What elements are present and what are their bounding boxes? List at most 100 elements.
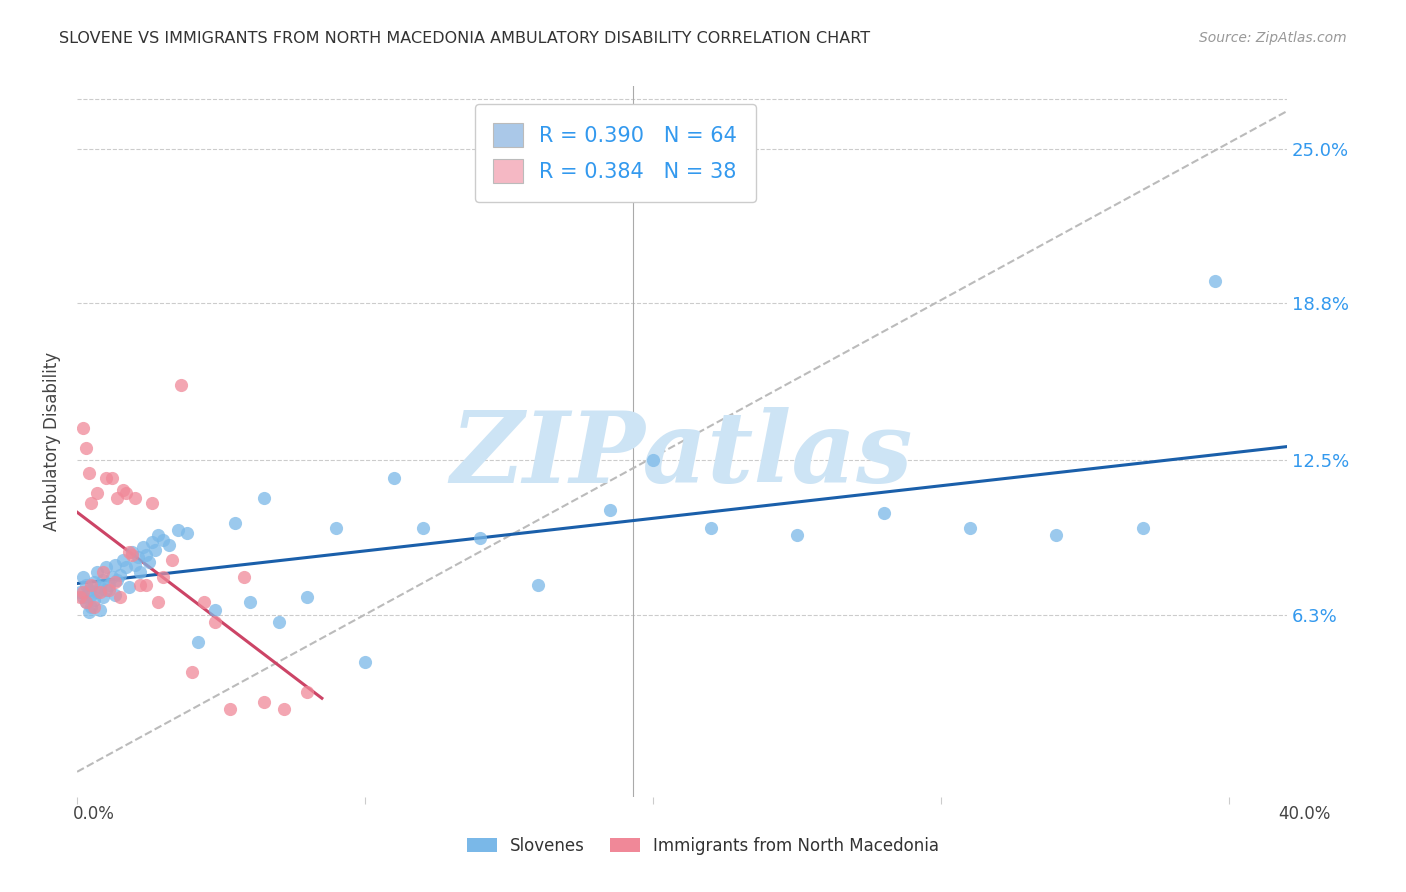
Point bbox=[91, 573, 114, 587]
Point bbox=[157, 538, 180, 552]
Point bbox=[91, 591, 114, 605]
Point bbox=[94, 582, 117, 597]
Point bbox=[115, 485, 138, 500]
Point bbox=[72, 570, 94, 584]
Point bbox=[89, 603, 111, 617]
Point bbox=[83, 575, 105, 590]
Point bbox=[103, 558, 125, 572]
Point bbox=[100, 570, 122, 584]
Point bbox=[75, 595, 97, 609]
Point bbox=[253, 491, 276, 505]
Point bbox=[786, 528, 808, 542]
Point bbox=[141, 535, 163, 549]
Point bbox=[100, 471, 122, 485]
Point bbox=[224, 516, 246, 530]
Point bbox=[1204, 274, 1226, 288]
Point bbox=[121, 548, 143, 562]
Point bbox=[273, 702, 295, 716]
Point bbox=[167, 523, 190, 537]
Point bbox=[204, 603, 226, 617]
Point bbox=[143, 543, 166, 558]
Point bbox=[129, 566, 152, 580]
Point bbox=[146, 528, 169, 542]
Point bbox=[118, 580, 141, 594]
Point bbox=[103, 575, 125, 590]
Point bbox=[97, 578, 120, 592]
Point bbox=[77, 582, 100, 597]
Text: SLOVENE VS IMMIGRANTS FROM NORTH MACEDONIA AMBULATORY DISABILITY CORRELATION CHA: SLOVENE VS IMMIGRANTS FROM NORTH MACEDON… bbox=[59, 31, 870, 46]
Point bbox=[170, 378, 193, 392]
Point bbox=[89, 580, 111, 594]
Y-axis label: Ambulatory Disability: Ambulatory Disability bbox=[44, 352, 60, 531]
Point bbox=[94, 471, 117, 485]
Point bbox=[239, 595, 262, 609]
Point bbox=[135, 578, 157, 592]
Point bbox=[69, 585, 91, 599]
Point bbox=[1132, 520, 1154, 534]
Point bbox=[110, 567, 132, 582]
Point bbox=[470, 531, 492, 545]
Point bbox=[872, 506, 894, 520]
Point bbox=[110, 591, 132, 605]
Point bbox=[83, 592, 105, 607]
Point bbox=[103, 588, 125, 602]
Legend: R = 0.390   N = 64, R = 0.384   N = 38: R = 0.390 N = 64, R = 0.384 N = 38 bbox=[475, 103, 756, 202]
Point bbox=[599, 503, 621, 517]
Point bbox=[354, 655, 377, 669]
Point bbox=[132, 541, 155, 555]
Point bbox=[118, 545, 141, 559]
Point bbox=[527, 578, 550, 592]
Point bbox=[83, 600, 105, 615]
Point bbox=[297, 685, 319, 699]
Point bbox=[160, 553, 183, 567]
Point bbox=[112, 483, 135, 497]
Point bbox=[72, 585, 94, 599]
Point bbox=[91, 566, 114, 580]
Point bbox=[97, 582, 120, 597]
Point bbox=[146, 595, 169, 609]
Point bbox=[72, 591, 94, 605]
Point bbox=[412, 520, 434, 534]
Point bbox=[135, 548, 157, 562]
Point bbox=[107, 491, 129, 505]
Point bbox=[267, 615, 290, 630]
Point bbox=[124, 491, 146, 505]
Point bbox=[80, 578, 103, 592]
Point bbox=[1045, 528, 1067, 542]
Point bbox=[218, 702, 240, 716]
Point bbox=[253, 695, 276, 709]
Point bbox=[77, 466, 100, 480]
Point bbox=[181, 665, 204, 679]
Point bbox=[72, 421, 94, 435]
Point bbox=[127, 550, 149, 565]
Point bbox=[233, 570, 256, 584]
Point bbox=[959, 520, 981, 534]
Point bbox=[643, 453, 665, 467]
Point bbox=[141, 495, 163, 509]
Point bbox=[80, 600, 103, 615]
Point bbox=[193, 595, 215, 609]
Point bbox=[121, 545, 143, 559]
Point bbox=[382, 471, 405, 485]
Text: Source: ZipAtlas.com: Source: ZipAtlas.com bbox=[1199, 31, 1347, 45]
Text: 40.0%: 40.0% bbox=[1278, 805, 1331, 822]
Point bbox=[699, 520, 721, 534]
Point bbox=[86, 566, 108, 580]
Point bbox=[86, 485, 108, 500]
Point bbox=[75, 441, 97, 455]
Point bbox=[80, 588, 103, 602]
Text: 0.0%: 0.0% bbox=[73, 805, 115, 822]
Point bbox=[86, 585, 108, 599]
Text: ZIPatlas: ZIPatlas bbox=[451, 408, 912, 504]
Point bbox=[152, 533, 174, 547]
Point bbox=[80, 495, 103, 509]
Point bbox=[107, 573, 129, 587]
Point bbox=[325, 520, 347, 534]
Point bbox=[297, 591, 319, 605]
Point bbox=[77, 605, 100, 619]
Point bbox=[187, 635, 209, 649]
Point bbox=[89, 585, 111, 599]
Point bbox=[129, 578, 152, 592]
Point bbox=[124, 558, 146, 572]
Point bbox=[204, 615, 226, 630]
